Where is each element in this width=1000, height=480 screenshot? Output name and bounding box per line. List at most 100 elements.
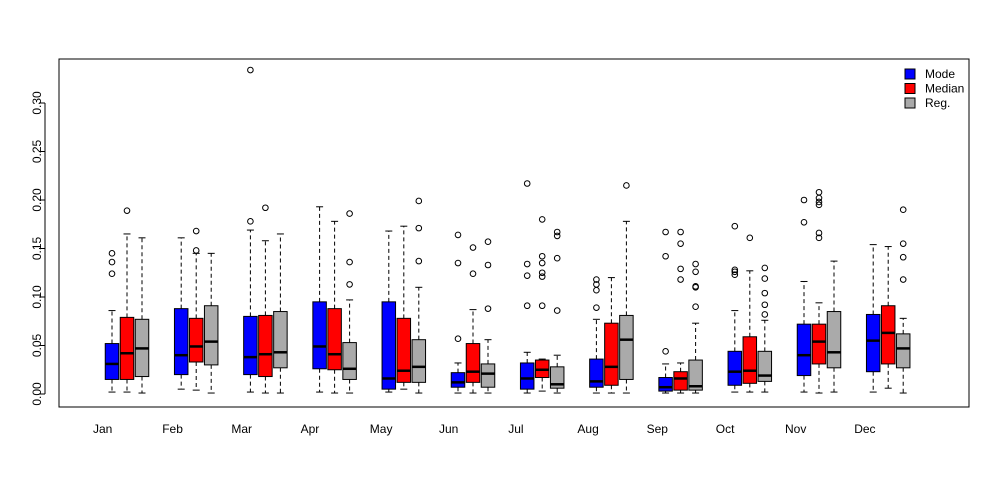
box-reg-jan	[134, 237, 150, 394]
y-tick-label: 0.05	[30, 333, 44, 357]
box-body	[796, 323, 812, 377]
box-median-apr	[327, 220, 342, 394]
box-mode-oct	[727, 222, 743, 393]
outlier-point	[662, 348, 669, 355]
outlier-point	[761, 311, 769, 318]
outlier-point	[415, 197, 423, 205]
box-reg-apr	[342, 210, 357, 394]
outlier-point	[346, 210, 353, 217]
outlier-point	[662, 228, 669, 236]
outlier-point	[593, 281, 600, 288]
outlier-point	[623, 182, 630, 189]
outlier-point	[800, 219, 808, 226]
x-tick-label: Jul	[508, 422, 523, 436]
outlier-point	[677, 240, 684, 247]
box-body	[865, 313, 881, 373]
outlier-point	[484, 238, 492, 246]
legend-label: Median	[925, 82, 964, 96]
outlier-point	[538, 273, 546, 280]
box-body	[673, 371, 688, 391]
outlier-point	[761, 289, 769, 297]
outlier-point	[553, 254, 561, 262]
box-body	[173, 308, 189, 376]
y-tick-label: 0.10	[30, 285, 44, 309]
box-body	[342, 342, 357, 380]
outlier-point	[692, 260, 699, 268]
box-body	[381, 301, 397, 390]
box-body	[688, 359, 703, 391]
box-mode-nov	[796, 196, 812, 393]
box-body	[895, 333, 911, 369]
box-mode-may	[381, 230, 397, 393]
outlier-point	[262, 204, 269, 212]
legend-swatch	[904, 68, 916, 80]
outlier-point	[484, 261, 492, 269]
x-tick-label: Jan	[93, 422, 112, 436]
box-mode-mar	[243, 66, 258, 393]
outlier-point	[469, 244, 477, 251]
box-reg-aug	[619, 182, 634, 394]
outlier-point	[731, 266, 739, 274]
box-median-jul	[534, 216, 550, 392]
box-body	[465, 343, 481, 383]
box-body	[312, 301, 327, 370]
outlier-point	[523, 302, 531, 310]
box-body	[411, 339, 427, 383]
box-body	[727, 350, 743, 386]
y-tick-label: 0.15	[30, 236, 44, 260]
outlier-point	[538, 269, 546, 277]
x-tick-label: Sep	[647, 422, 669, 436]
outlier-point	[692, 268, 699, 276]
outlier-point	[662, 252, 669, 260]
box-body	[549, 366, 565, 389]
box-reg-may	[411, 197, 427, 394]
outlier-point	[815, 201, 823, 209]
box-body	[757, 350, 773, 382]
box-reg-dec	[895, 206, 911, 394]
outlier-point	[484, 305, 492, 312]
box-median-nov	[811, 188, 827, 394]
box-body	[480, 363, 496, 388]
outlier-point	[553, 228, 561, 236]
x-axis: Jan Feb Mar Apr May Jun Jul Aug Sep Oct Nov Dec	[93, 422, 876, 436]
x-tick-label: Mar	[231, 422, 252, 436]
outlier-point	[899, 206, 907, 213]
legend-swatch	[904, 97, 916, 109]
x-tick-label: Aug	[577, 422, 598, 436]
outlier-point	[469, 270, 477, 278]
outlier-point	[523, 260, 531, 268]
outlier-point	[899, 240, 907, 247]
box-median-jan	[119, 207, 135, 393]
outlier-point	[593, 304, 600, 311]
box-series	[104, 66, 911, 394]
outlier-point	[815, 188, 823, 196]
box-median-mar	[258, 204, 273, 394]
outlier-point	[731, 271, 739, 278]
outlier-point	[123, 207, 131, 214]
outlier-point	[815, 234, 823, 242]
box-body	[396, 317, 412, 383]
outlier-point	[899, 276, 907, 283]
outlier-point	[746, 234, 754, 242]
y-tick-label: 0.25	[30, 139, 44, 163]
box-body	[826, 311, 842, 369]
box-body	[880, 305, 896, 365]
legend-label: Reg.	[925, 96, 950, 110]
outlier-point	[815, 229, 823, 237]
outlier-point	[538, 259, 546, 267]
box-body	[604, 322, 619, 386]
outlier-point	[192, 227, 200, 235]
box-body	[519, 362, 535, 390]
box-body	[619, 314, 634, 380]
box-median-may	[396, 225, 412, 390]
outlier-point	[192, 247, 200, 254]
box-median-jun	[465, 244, 481, 394]
outlier-point	[346, 258, 353, 266]
box-median-dec	[880, 246, 896, 389]
box-reg-mar	[273, 233, 288, 394]
plot-frame	[58, 58, 970, 408]
box-body	[327, 308, 342, 371]
x-tick-label: Dec	[854, 422, 875, 436]
outlier-point	[815, 198, 823, 206]
